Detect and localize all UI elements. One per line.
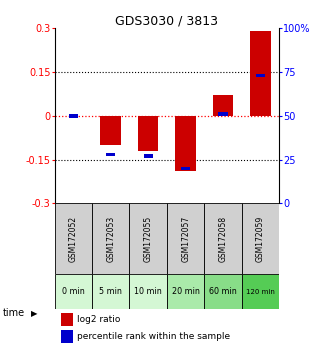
Bar [69,114,78,118]
Bar [61,313,73,326]
Title: GDS3030 / 3813: GDS3030 / 3813 [116,14,218,27]
Text: percentile rank within the sample: percentile rank within the sample [77,332,230,341]
Text: 5 min: 5 min [99,287,122,296]
Bar [100,116,121,145]
Bar [138,116,159,151]
Bar [55,274,92,309]
Bar [129,274,167,309]
Bar [242,203,279,274]
Bar [250,31,271,116]
Text: GSM172053: GSM172053 [106,216,115,262]
Bar [256,74,265,77]
Bar [92,274,129,309]
Text: time: time [3,308,25,318]
Text: GSM172057: GSM172057 [181,216,190,262]
Text: 10 min: 10 min [134,287,162,296]
Text: GSM172052: GSM172052 [69,216,78,262]
Bar [129,203,167,274]
Bar [204,203,242,274]
Text: 120 min: 120 min [246,289,275,295]
Bar [167,203,204,274]
Text: 60 min: 60 min [209,287,237,296]
Bar [167,274,204,309]
Bar [213,95,233,116]
Text: GSM172058: GSM172058 [219,216,228,262]
Text: log2 ratio: log2 ratio [77,315,120,324]
Bar [106,153,116,156]
Text: GSM172055: GSM172055 [144,216,153,262]
Bar [175,116,196,171]
Bar [242,274,279,309]
Bar [181,166,190,170]
Bar [55,203,92,274]
Bar [143,154,153,158]
Text: 20 min: 20 min [172,287,200,296]
Bar [61,330,73,343]
Bar [218,112,228,116]
Bar [204,274,242,309]
Text: GSM172059: GSM172059 [256,216,265,262]
Text: 0 min: 0 min [62,287,85,296]
Bar [92,203,129,274]
Text: ▶: ▶ [30,309,37,318]
